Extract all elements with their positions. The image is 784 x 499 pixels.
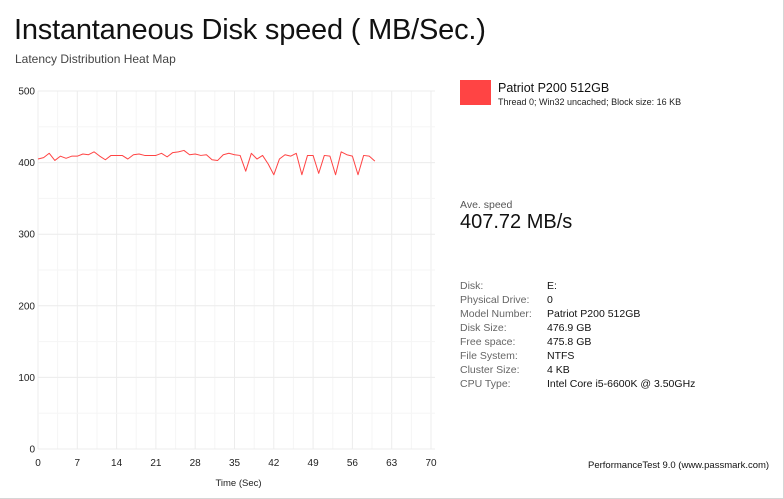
- detail-value: 4 KB: [547, 364, 570, 376]
- average-speed-value: 407.72 MB/s: [460, 211, 573, 233]
- page-title: Instantaneous Disk speed ( MB/Sec.): [14, 14, 486, 46]
- detail-value: Intel Core i5-6600K @ 3.50GHz: [547, 378, 696, 390]
- x-tick-label: 49: [308, 458, 320, 469]
- x-tick-label: 42: [268, 458, 280, 469]
- footer-credit: PerformanceTest 9.0 (www.passmark.com): [588, 460, 770, 471]
- detail-label: Disk Size:: [460, 322, 507, 334]
- x-tick-label: 14: [111, 458, 123, 469]
- x-tick-label: 21: [150, 458, 162, 469]
- detail-label: CPU Type:: [460, 378, 511, 390]
- series-line: [37, 149, 376, 176]
- y-tick-label: 300: [18, 230, 35, 241]
- legend-series-name: Patriot P200 512GB: [498, 81, 610, 95]
- legend-color-swatch: [460, 80, 491, 105]
- detail-label: Disk:: [460, 280, 484, 292]
- y-tick-label: 500: [18, 87, 35, 98]
- page-subtitle: Latency Distribution Heat Map: [15, 52, 176, 66]
- x-tick-label: 70: [425, 458, 437, 469]
- detail-label: Free space:: [460, 336, 516, 348]
- legend-series-description: Thread 0; Win32 uncached; Block size: 16…: [498, 97, 682, 107]
- detail-label: Model Number:: [460, 308, 532, 320]
- detail-value: 475.8 GB: [547, 336, 592, 348]
- detail-label: Physical Drive:: [460, 294, 530, 306]
- detail-value: NTFS: [547, 350, 575, 362]
- y-tick-label: 200: [18, 301, 35, 312]
- average-speed-label: Ave. speed: [460, 199, 513, 211]
- x-tick-label: 7: [75, 458, 81, 469]
- x-tick-label: 35: [229, 458, 241, 469]
- detail-value: 476.9 GB: [547, 322, 592, 334]
- x-tick-label: 63: [386, 458, 398, 469]
- x-tick-label: 28: [190, 458, 202, 469]
- detail-value: Patriot P200 512GB: [547, 308, 641, 320]
- detail-label: File System:: [460, 350, 518, 362]
- y-tick-label: 0: [29, 445, 35, 456]
- detail-value: E:: [547, 280, 557, 292]
- x-tick-label: 56: [347, 458, 359, 469]
- x-tick-label: 0: [35, 458, 41, 469]
- x-axis-label: Time (Sec): [215, 478, 261, 489]
- detail-value: 0: [547, 294, 553, 306]
- y-tick-label: 100: [18, 373, 35, 384]
- detail-label: Cluster Size:: [460, 364, 520, 376]
- y-tick-label: 400: [18, 158, 35, 169]
